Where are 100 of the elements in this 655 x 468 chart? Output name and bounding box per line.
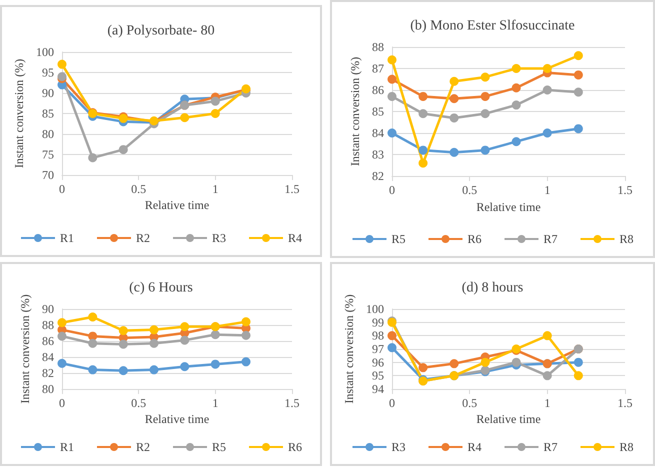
x-tick-label: 0 (59, 182, 65, 196)
legend-label: R8 (620, 232, 634, 246)
point (388, 55, 396, 64)
x-tick-label: 0.5 (131, 396, 146, 410)
point (210, 330, 220, 340)
point (242, 330, 250, 340)
y-tick-label: 100 (36, 45, 54, 59)
point (150, 325, 158, 334)
point (388, 331, 396, 340)
legend-label: R2 (136, 440, 150, 454)
y-tick-label: 90 (42, 86, 54, 100)
x-tick-label: 1.5 (618, 396, 632, 410)
point (180, 322, 190, 332)
point (88, 365, 98, 374)
point (150, 338, 158, 348)
point (574, 88, 583, 97)
point (388, 74, 396, 84)
point (388, 92, 396, 101)
point (450, 94, 459, 104)
point (388, 343, 396, 352)
y-tick-label: 94 (372, 382, 384, 396)
x-tick-label: 0.5 (462, 183, 478, 197)
chart-title: (c) 6 Hours (129, 280, 193, 296)
y-tick-label: 87 (372, 62, 384, 76)
y-tick-label: 95 (42, 66, 54, 80)
y-tick-label: 70 (42, 168, 54, 182)
point (512, 358, 521, 367)
point (418, 109, 428, 118)
y-tick-label: 84 (42, 350, 54, 364)
y-tick-label: 83 (372, 148, 384, 162)
x-tick-label: 0 (389, 396, 395, 410)
point (210, 360, 220, 369)
point (418, 363, 428, 372)
y-tick-label: 97 (372, 342, 384, 356)
point (542, 64, 552, 73)
point (574, 358, 583, 367)
legend-label: R1 (60, 440, 74, 454)
point (512, 137, 521, 146)
point (450, 113, 459, 122)
y-tick-label: 75 (42, 148, 54, 162)
legend-label: R1 (60, 231, 74, 245)
x-tick-label: 0 (59, 396, 65, 410)
legend-label: R4 (467, 440, 482, 454)
point (58, 318, 66, 328)
legend-label: R7 (544, 232, 558, 246)
point (58, 332, 66, 341)
point (574, 51, 583, 60)
point (480, 358, 490, 367)
point (210, 109, 220, 118)
point (118, 326, 128, 336)
y-axis-title: Instant conversion (%) (342, 294, 356, 404)
point (512, 83, 521, 92)
point (512, 64, 521, 73)
x-tick-label: 0.5 (131, 182, 146, 196)
y-tick-label: 85 (42, 106, 54, 120)
point (88, 153, 98, 162)
point (480, 146, 490, 155)
point (180, 336, 190, 345)
legend-label: R5 (391, 232, 406, 246)
point (88, 338, 98, 348)
y-tick-label: 90 (42, 302, 54, 316)
point (480, 109, 490, 118)
legend-label: R3 (212, 231, 226, 245)
point (418, 158, 428, 168)
legend-label: R8 (620, 440, 634, 454)
y-axis-title: Instant conversion (%) (348, 56, 362, 166)
chart-title: (d) 8 hours (462, 280, 524, 296)
legend-label: R6 (467, 232, 482, 246)
point (542, 371, 552, 380)
x-tick-label: 1 (212, 396, 218, 410)
point (242, 357, 250, 366)
legend-label: R5 (212, 440, 226, 454)
y-tick-label: 100 (366, 302, 384, 316)
y-axis-title: Instant conversion (%) (18, 294, 32, 404)
y-tick-label: 85 (372, 104, 384, 118)
point (88, 312, 98, 322)
legend-label: R7 (544, 440, 558, 454)
x-tick-label: 1 (544, 183, 550, 197)
point (180, 113, 190, 122)
y-tick-label: 82 (42, 366, 54, 380)
legend-label: R3 (391, 440, 406, 454)
y-tick-label: 88 (42, 318, 54, 332)
x-axis-title: Relative time (476, 200, 541, 214)
y-tick-label: 80 (42, 127, 54, 141)
x-axis-title: Relative time (476, 412, 541, 426)
x-tick-label: 1 (544, 396, 550, 410)
y-tick-label: 95 (372, 368, 384, 383)
y-tick-label: 82 (372, 169, 384, 183)
x-tick-label: 0 (389, 183, 395, 197)
x-tick-label: 1.5 (618, 183, 632, 197)
x-tick-label: 1.5 (284, 396, 300, 410)
y-tick-label: 88 (372, 40, 384, 54)
x-tick-label: 1 (212, 182, 218, 196)
point (542, 331, 552, 340)
point (388, 128, 396, 138)
point (210, 96, 220, 106)
point (418, 146, 428, 155)
point (58, 60, 66, 69)
point (58, 358, 66, 368)
y-tick-label: 80 (42, 382, 54, 396)
